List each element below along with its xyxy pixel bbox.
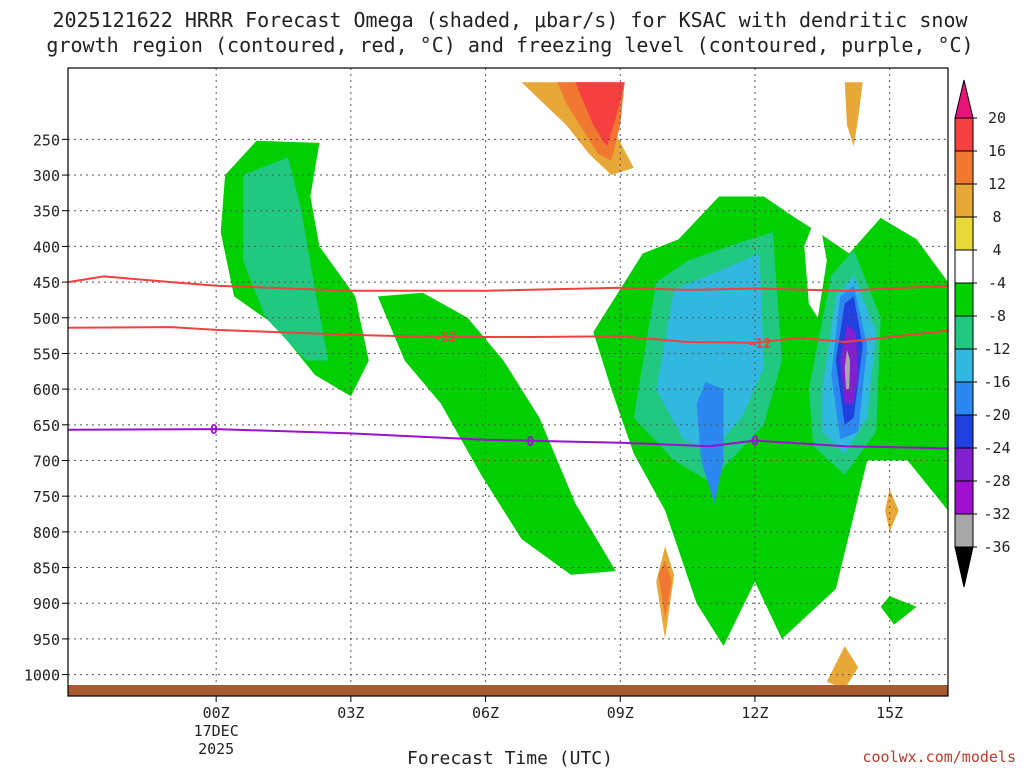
contour-freezing-level	[67, 428, 949, 450]
omega-region-24	[658, 560, 672, 618]
colorbar-label-3: 8	[992, 208, 1001, 226]
xtick-label-15Z: 15Z	[876, 704, 903, 722]
ytick-label-800: 800	[33, 524, 60, 542]
ytick-label-650: 650	[33, 417, 60, 435]
ytick-label-350: 350	[33, 203, 60, 221]
colorbar-bin-6	[954, 282, 974, 317]
xtick-label-00Z: 00Z	[203, 704, 230, 722]
colorbar-label-8: -16	[983, 373, 1010, 391]
colorbar-top-arrow	[954, 79, 974, 119]
omega-region-26	[799, 631, 872, 689]
colorbar-bin-9	[954, 381, 974, 416]
omega-region-8	[243, 157, 329, 361]
omega-region-3	[575, 82, 625, 147]
colorbar-bin-2	[954, 150, 974, 185]
ytick-label-600: 600	[33, 381, 60, 399]
colorbar-bottom-arrow	[954, 546, 974, 588]
omega-region-30	[162, 82, 199, 104]
plot-frame	[67, 67, 949, 697]
colorbar-bin-7	[954, 315, 974, 350]
omega-region-32	[844, 82, 863, 147]
ytick-label-700: 700	[33, 453, 60, 471]
xtick-label-03Z: 03Z	[337, 704, 364, 722]
xtick-label-06Z: 06Z	[472, 704, 499, 722]
ytick-label-750: 750	[33, 488, 60, 506]
colorbar: 20 16 12 8 4 -4 -8 -12 -16 -20 -24 -28 -32 -36	[954, 79, 1011, 588]
colorbar-bin-13	[954, 513, 974, 548]
omega-shading-layer	[99, 82, 948, 689]
omega-region-13	[696, 382, 724, 504]
omega-region-29	[885, 489, 899, 532]
ytick-label-450: 450	[33, 274, 60, 292]
ytick-label-900: 900	[33, 595, 60, 613]
x-axis-label: Forecast Time (UTC)	[407, 748, 613, 768]
colorbar-label-11: -28	[983, 472, 1010, 490]
contour-label-1: -12	[748, 337, 771, 352]
contour-label-2: 0	[210, 423, 218, 438]
omega-region-21	[418, 524, 459, 561]
omega-region-0	[440, 82, 684, 283]
colorbar-label-12: -32	[983, 505, 1010, 523]
omega-region-20	[193, 517, 239, 579]
ytick-label-500: 500	[33, 310, 60, 328]
colorbar-bin-4	[954, 216, 974, 251]
ytick-label-1000: 1000	[24, 667, 60, 685]
ytick-label-400: 400	[33, 238, 60, 256]
grid-layer	[68, 68, 948, 696]
contour-label-4: 0	[751, 435, 759, 450]
ytick-label-950: 950	[33, 631, 60, 649]
omega-region-27	[826, 646, 859, 689]
contour-label-0: -12	[433, 331, 456, 346]
omega-region-18	[99, 317, 239, 418]
colorbar-label-7: -12	[983, 340, 1010, 358]
colorbar-bin-12	[954, 480, 974, 515]
colorbar-bin-3	[954, 183, 974, 218]
chart-title-line1: 2025121622 HRRR Forecast Omega (shaded, …	[52, 8, 968, 32]
plot-area: -12 -12 0 0 0	[67, 67, 949, 697]
colorbar-label-0: 20	[988, 109, 1006, 127]
ytick-label-250: 250	[33, 131, 60, 149]
colorbar-label-6: -8	[988, 307, 1006, 325]
colorbar-label-5: -4	[988, 274, 1006, 292]
colorbar-bin-10	[954, 414, 974, 449]
colorbar-label-13: -36	[983, 538, 1010, 556]
xtick-label-12Z: 12Z	[741, 704, 768, 722]
omega-region-5	[377, 292, 616, 575]
colorbar-label-10: -24	[983, 439, 1010, 457]
colorbar-label-9: -20	[983, 406, 1010, 424]
xtick-label-09Z: 09Z	[607, 704, 634, 722]
contour-dgz-lower	[67, 326, 949, 344]
contour-dgz-upper	[67, 275, 949, 292]
xtick-date-label: 17DEC	[194, 722, 239, 740]
colorbar-bin-8	[954, 348, 974, 383]
contour-label-3: 0	[527, 435, 535, 450]
omega-region-19	[283, 374, 311, 425]
contour-layer: -12 -12 0 0 0	[67, 275, 949, 450]
y-axis-ticks: 250 300 350 400 450 500 550 600 650 700 750 800 850 9…	[24, 131, 68, 685]
colorbar-label-4: 4	[992, 241, 1001, 259]
xtick-year-label: 2025	[198, 740, 234, 758]
colorbar-label-2: 12	[988, 175, 1006, 193]
ytick-label-850: 850	[33, 560, 60, 578]
omega-region-17	[844, 349, 851, 390]
colorbar-label-1: 16	[988, 142, 1006, 160]
ytick-label-300: 300	[33, 167, 60, 185]
colorbar-bin-1	[954, 117, 974, 152]
credit-text: coolwx.com/models	[862, 748, 1016, 766]
colorbar-bin-5	[954, 249, 974, 284]
chart-title-line2: growth region (contoured, red, °C) and f…	[46, 33, 973, 57]
terrain-bar	[68, 685, 948, 696]
ytick-label-550: 550	[33, 345, 60, 363]
colorbar-bin-11	[954, 447, 974, 482]
